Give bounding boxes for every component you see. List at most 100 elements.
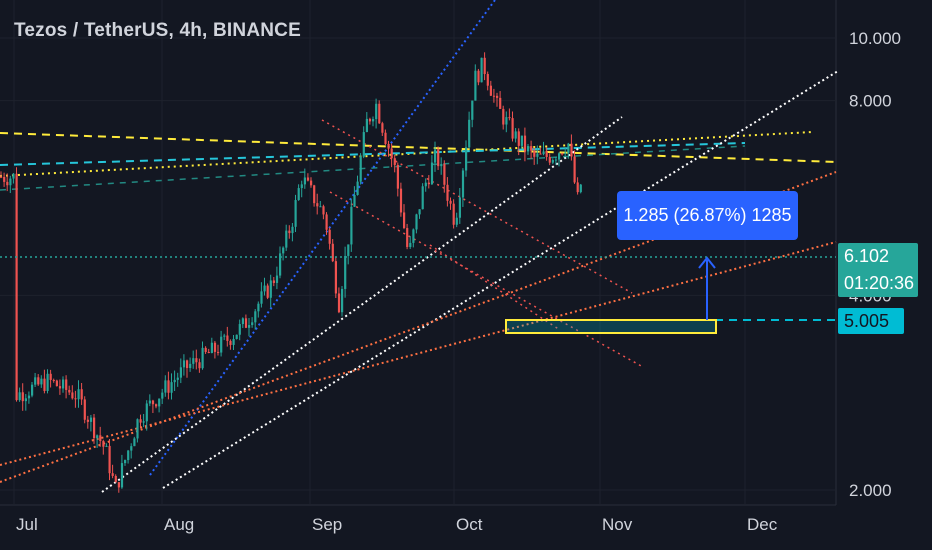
candle-body xyxy=(334,261,337,294)
candle-body xyxy=(567,143,570,153)
candle-body xyxy=(201,347,204,369)
candle-body xyxy=(384,132,387,144)
candle-body xyxy=(80,389,83,400)
candle-body xyxy=(251,322,254,326)
candle-body xyxy=(220,336,223,353)
white-dotted-trendline-1[interactable] xyxy=(101,116,623,493)
candle-body xyxy=(294,200,297,227)
candle-body xyxy=(418,209,421,215)
candle-body xyxy=(52,379,55,381)
candle-body xyxy=(223,335,226,337)
candle-body xyxy=(480,57,483,83)
candle-body xyxy=(55,380,58,387)
time-label: Nov xyxy=(602,515,633,534)
cyan-dashed-trendline[interactable] xyxy=(0,142,746,166)
candle-body xyxy=(527,146,530,152)
candle-body xyxy=(514,131,517,139)
current-price-badge: 6.102 01:20:36 xyxy=(838,243,918,297)
candle-body xyxy=(148,400,151,404)
price-tick-label: 8.000 xyxy=(849,92,892,111)
measure-label[interactable]: 1.285 (26.87%) 1285 xyxy=(617,191,798,240)
level-badge: 5.005 xyxy=(838,308,904,334)
candle-body xyxy=(275,275,279,283)
candle-body xyxy=(368,118,372,122)
candle-body xyxy=(207,351,210,353)
candle-body xyxy=(483,57,486,75)
candle-body xyxy=(99,435,102,441)
candle-body xyxy=(186,360,189,369)
candle-body xyxy=(542,151,545,155)
candle-body xyxy=(390,148,393,159)
candle-body xyxy=(341,288,344,313)
candle-body xyxy=(31,384,34,396)
candle-body xyxy=(558,153,561,160)
candle-body xyxy=(359,156,362,182)
support-box[interactable] xyxy=(505,319,717,334)
candle-body xyxy=(492,95,496,97)
candle-body xyxy=(539,153,542,155)
candle-body xyxy=(120,463,124,488)
candle-body xyxy=(27,395,31,399)
orange-dotted-support-2[interactable] xyxy=(0,171,837,483)
teal-dashed-trendline[interactable] xyxy=(0,145,746,191)
candle-body xyxy=(176,377,179,380)
candle-body xyxy=(396,164,399,189)
candle-body xyxy=(303,177,306,185)
red-dotted-channel-upper[interactable] xyxy=(321,119,633,294)
candle-body xyxy=(272,280,275,283)
candle-body xyxy=(325,214,328,230)
candle-body xyxy=(300,184,303,189)
candle-body xyxy=(316,203,319,207)
time-label: Jul xyxy=(16,515,38,534)
candle-body xyxy=(263,285,266,292)
candle-body xyxy=(151,400,155,405)
candle-body xyxy=(378,103,381,124)
candle-body xyxy=(40,378,43,385)
candle-body xyxy=(508,117,511,119)
candle-body xyxy=(24,398,27,402)
candle-body xyxy=(344,255,347,289)
candle-body xyxy=(0,176,3,178)
candle-body xyxy=(421,186,424,210)
candle-body xyxy=(427,182,430,185)
candle-body xyxy=(443,164,446,185)
candle-body xyxy=(158,398,161,407)
candle-body xyxy=(434,149,437,163)
candle-body xyxy=(372,119,375,122)
candle-body xyxy=(170,382,173,393)
candle-body xyxy=(15,173,18,401)
candle-body xyxy=(204,347,207,352)
candle-body xyxy=(89,417,93,422)
candle-body xyxy=(238,324,241,335)
candle-body xyxy=(12,173,15,179)
candle-body xyxy=(161,392,164,399)
orange-dotted-support-1[interactable] xyxy=(0,241,837,466)
candle-body xyxy=(561,153,564,155)
candle-body xyxy=(46,373,49,391)
candle-body xyxy=(406,228,409,247)
candle-body xyxy=(241,318,244,325)
candle-body xyxy=(536,153,539,157)
countdown-timer: 01:20:36 xyxy=(844,273,915,293)
candle-body xyxy=(362,132,365,157)
candle-body xyxy=(65,379,68,390)
candle-body xyxy=(254,311,257,323)
candle-body xyxy=(260,291,263,304)
candle-body xyxy=(446,184,449,201)
candle-body xyxy=(468,119,471,148)
candle-body xyxy=(533,150,536,157)
candle-body xyxy=(545,151,548,157)
candle-body xyxy=(381,123,384,133)
candle-body xyxy=(313,185,316,204)
white-dotted-trendline-2[interactable] xyxy=(162,70,839,489)
candle-body xyxy=(83,399,86,420)
candle-body xyxy=(337,293,341,313)
candle-body xyxy=(458,197,461,218)
red-dotted-channel-mid[interactable] xyxy=(429,244,561,331)
candle-body xyxy=(117,482,120,488)
candle-body xyxy=(189,363,192,369)
trendlines[interactable] xyxy=(0,0,839,493)
candle-body xyxy=(77,389,80,400)
